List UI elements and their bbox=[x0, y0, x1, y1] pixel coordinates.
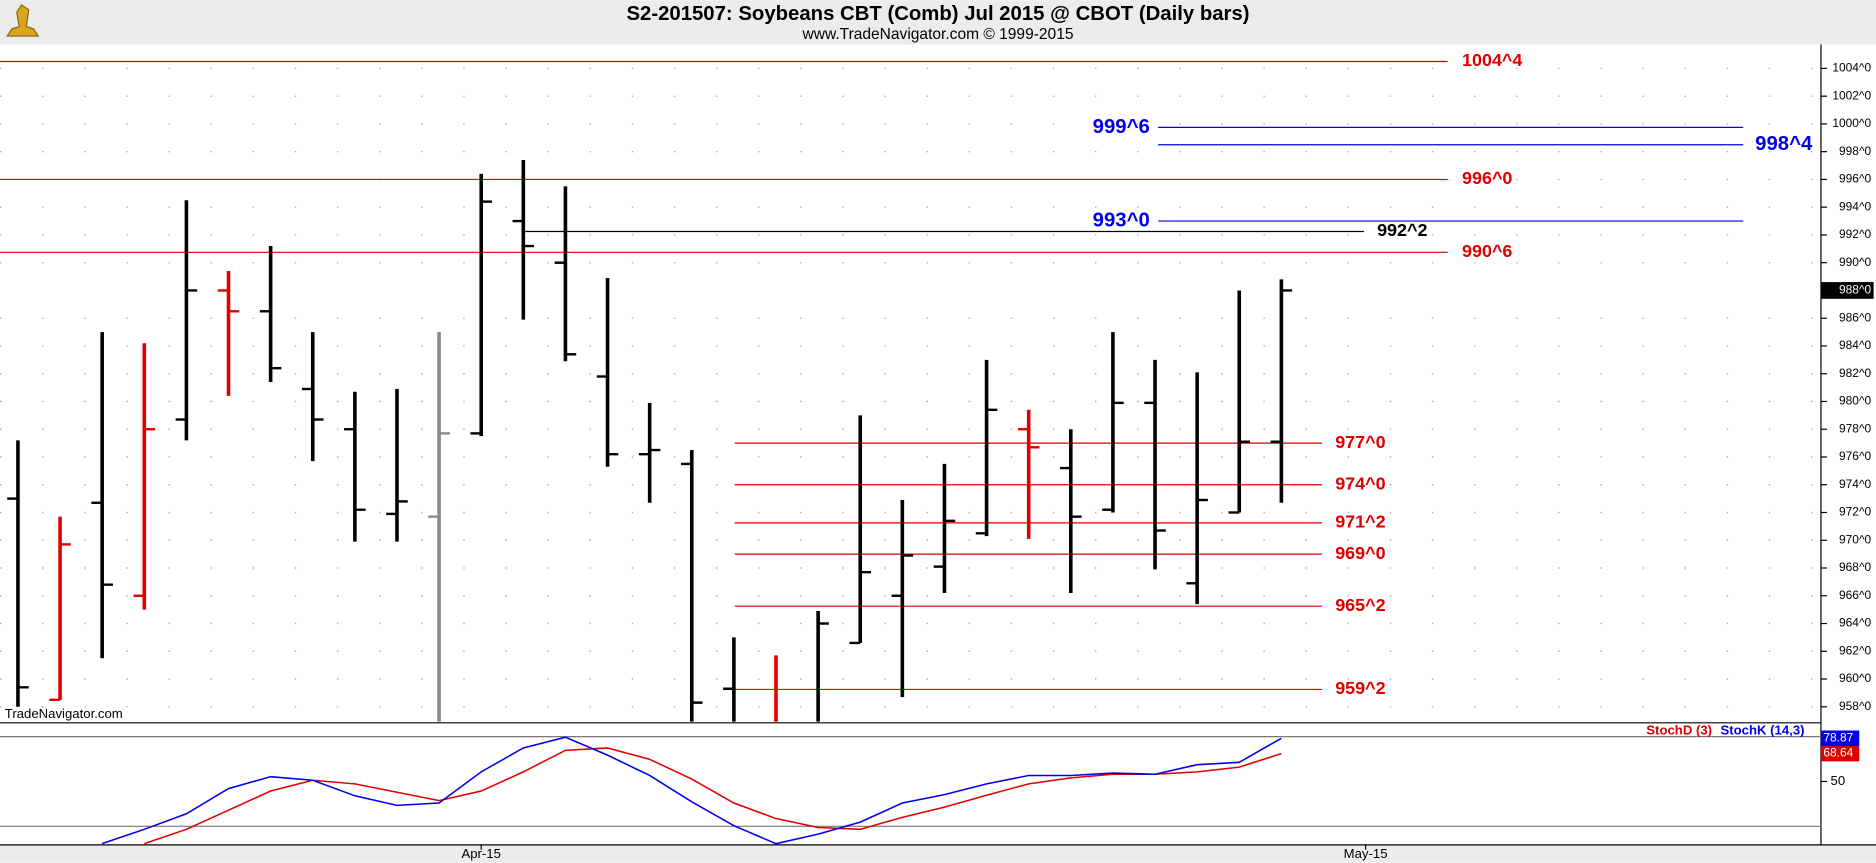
axes: 958^0 960^0 962^0 964^0 966^0 968^0 970^0 972^0… bbox=[461, 50, 1874, 861]
y-tick-label: 996^0 bbox=[1839, 172, 1872, 186]
level-label: 999^6 bbox=[1093, 116, 1150, 138]
y-tick-label: 980^0 bbox=[1839, 394, 1872, 408]
stoch-plot bbox=[0, 735, 1821, 845]
y-tick-label: 960^0 bbox=[1839, 671, 1872, 685]
price-plot bbox=[0, 60, 1821, 722]
y-tick-label: 958^0 bbox=[1839, 699, 1872, 713]
level-label: 990^6 bbox=[1462, 241, 1512, 261]
value-tag-label: 68.64 bbox=[1823, 746, 1853, 760]
y-tick-label: 992^0 bbox=[1839, 227, 1872, 241]
level-label: 998^4 bbox=[1755, 133, 1813, 155]
value-tag bbox=[1820, 745, 1860, 762]
chart-title: S2-201507: Soybeans CBT (Comb) Jul 2015 … bbox=[626, 3, 1249, 25]
y-tick-label: 982^0 bbox=[1839, 366, 1872, 380]
level-label: 992^2 bbox=[1377, 220, 1427, 240]
y-tick-label: 984^0 bbox=[1839, 338, 1872, 352]
y-tick-label: 976^0 bbox=[1839, 449, 1872, 463]
level-label: 959^2 bbox=[1335, 678, 1385, 698]
level-label: 969^0 bbox=[1335, 543, 1385, 563]
y-tick-label: 966^0 bbox=[1839, 588, 1872, 602]
level-label: 974^0 bbox=[1335, 473, 1385, 493]
last-price-tag bbox=[1820, 282, 1874, 299]
y-tick-label: 1000^0 bbox=[1832, 116, 1871, 130]
stoch-line bbox=[101, 736, 1282, 845]
x-tick-label: Apr-15 bbox=[461, 846, 500, 861]
level-label: 965^2 bbox=[1335, 595, 1385, 615]
y-tick-label: 968^0 bbox=[1839, 560, 1872, 574]
y-axis-band bbox=[1820, 44, 1876, 845]
y-tick-label: 50 bbox=[1831, 773, 1846, 788]
x-axis-band bbox=[0, 844, 1876, 863]
value-tag bbox=[1820, 730, 1860, 747]
legend-entry: StochK (14,3) bbox=[1720, 723, 1804, 738]
level-label: 1004^4 bbox=[1462, 50, 1522, 70]
header-band bbox=[0, 0, 1876, 45]
level-label: 977^0 bbox=[1335, 432, 1385, 452]
y-tick-label: 990^0 bbox=[1839, 255, 1872, 269]
level-label: 971^2 bbox=[1335, 512, 1385, 532]
watermark: TradeNavigator.com bbox=[5, 706, 123, 721]
y-tick-label: 962^0 bbox=[1839, 643, 1872, 657]
y-tick-label: 974^0 bbox=[1839, 477, 1872, 491]
y-tick-label: 972^0 bbox=[1839, 505, 1872, 519]
value-tag-label: 78.87 bbox=[1823, 730, 1853, 744]
y-tick-label: 970^0 bbox=[1839, 532, 1872, 546]
y-tick-label: 1004^0 bbox=[1832, 61, 1871, 75]
level-label: 993^0 bbox=[1093, 209, 1150, 231]
y-tick-label: 994^0 bbox=[1839, 199, 1872, 213]
level-label: 996^0 bbox=[1462, 168, 1512, 188]
last-price-label: 988^0 bbox=[1839, 283, 1872, 297]
y-tick-label: 1002^0 bbox=[1832, 88, 1871, 102]
y-tick-label: 964^0 bbox=[1839, 616, 1872, 630]
chart-subtitle: www.TradeNavigator.com © 1999-2015 bbox=[802, 26, 1074, 43]
legend-entry: StochD (3) bbox=[1646, 723, 1712, 738]
stoch-line bbox=[144, 747, 1282, 845]
y-tick-label: 998^0 bbox=[1839, 144, 1872, 158]
y-tick-label: 978^0 bbox=[1839, 421, 1872, 435]
logo bbox=[6, 4, 40, 37]
y-tick-label: 986^0 bbox=[1839, 310, 1872, 324]
x-tick-label: May-15 bbox=[1344, 846, 1388, 861]
